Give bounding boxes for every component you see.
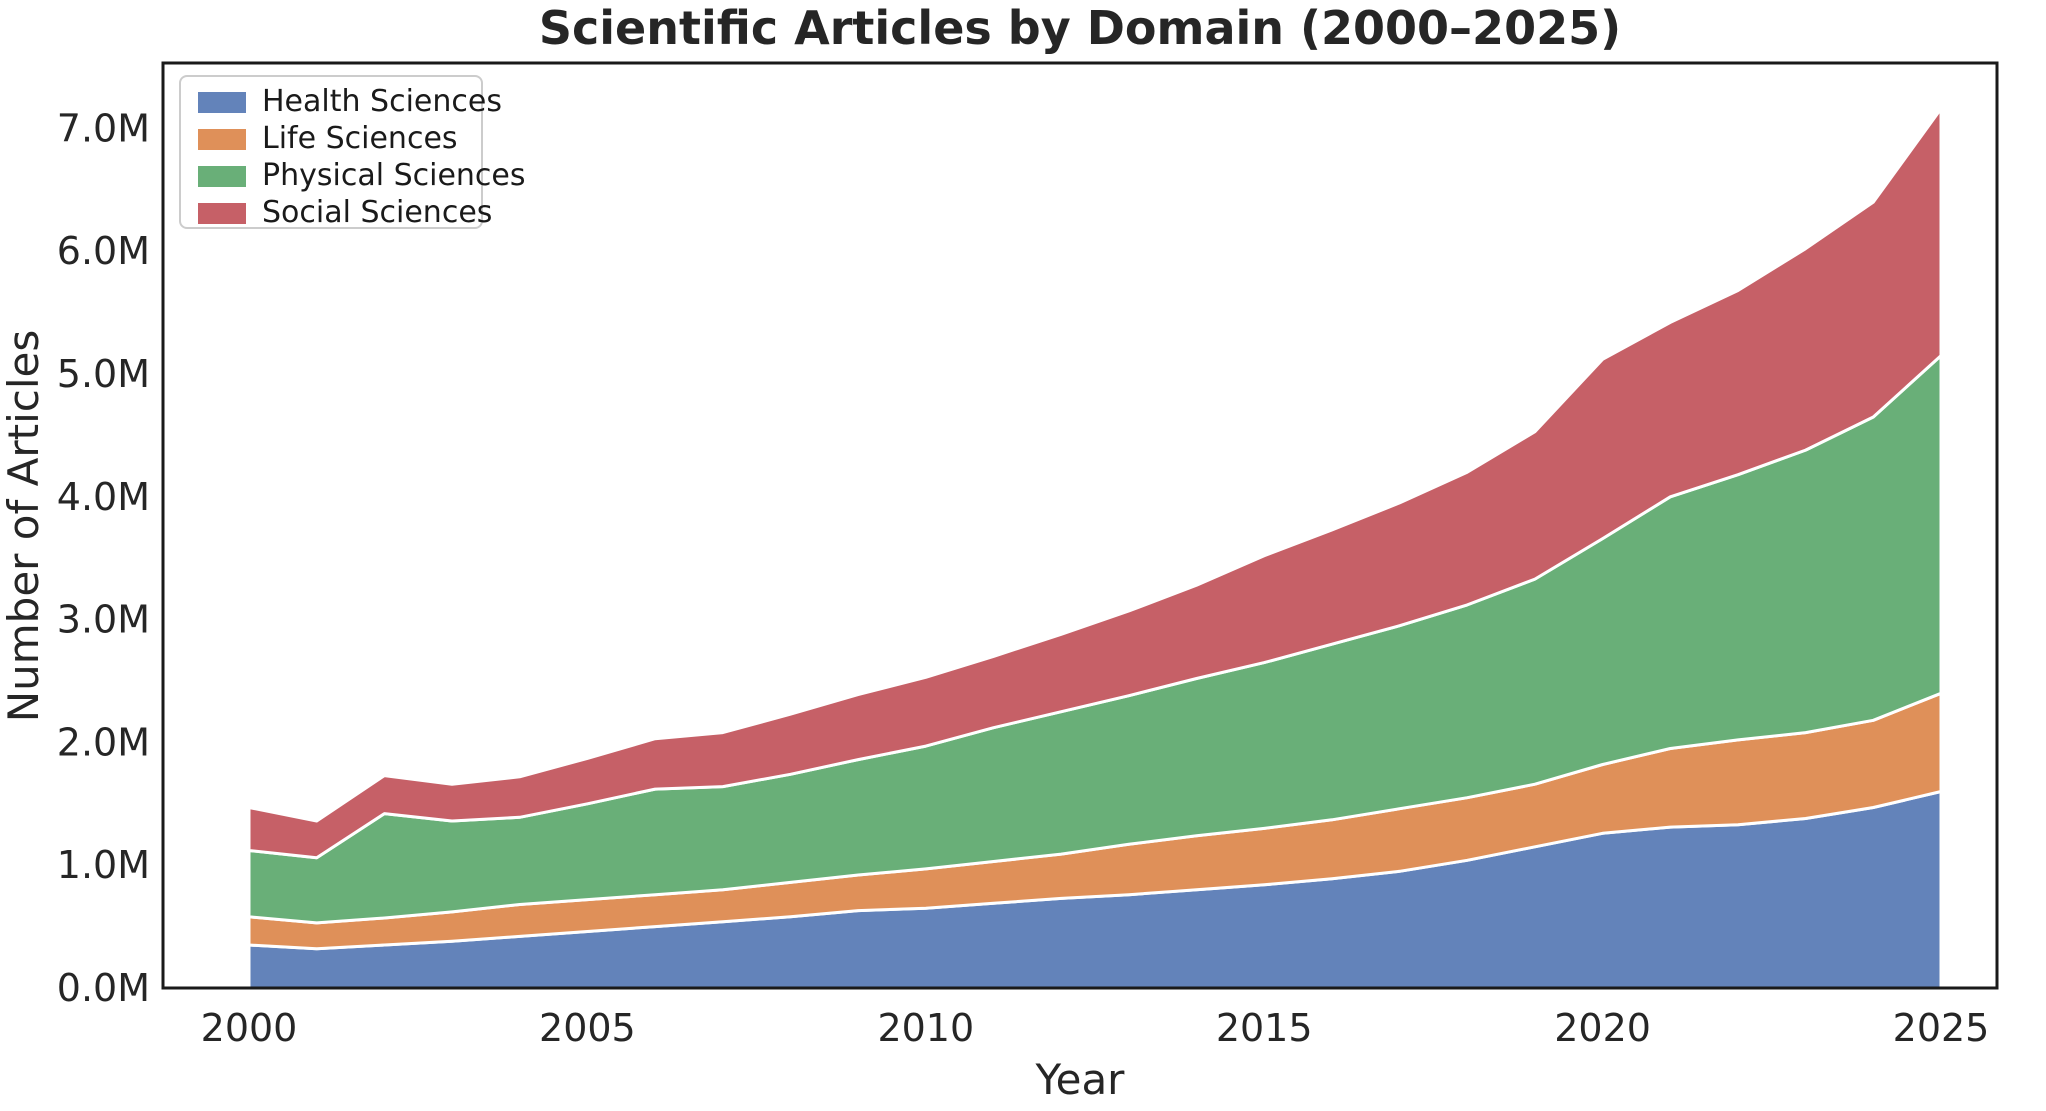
y-tick-label: 4.0M bbox=[57, 475, 150, 519]
x-tick-label: 2025 bbox=[1893, 1006, 1990, 1050]
area-layers bbox=[247, 107, 1943, 990]
legend-swatch-physical-sciences bbox=[198, 166, 246, 187]
x-tick-label: 2020 bbox=[1554, 1006, 1651, 1050]
y-tick-label: 2.0M bbox=[57, 720, 150, 764]
x-tick-label: 2010 bbox=[877, 1006, 974, 1050]
y-tick-label: 6.0M bbox=[57, 229, 150, 273]
y-axis-label: Number of Articles bbox=[0, 330, 48, 723]
y-tick-label: 7.0M bbox=[57, 106, 150, 150]
chart-title: Scientific Articles by Domain (2000–2025… bbox=[539, 1, 1621, 55]
y-tick-label: 0.0M bbox=[57, 966, 150, 1010]
y-axis-tick-labels: 0.0M 1.0M 2.0M 3.0M 4.0M 5.0M 6.0M 7.0M bbox=[57, 106, 150, 1010]
y-tick-label: 5.0M bbox=[57, 352, 150, 396]
y-tick-label: 1.0M bbox=[57, 843, 150, 887]
x-axis-tick-labels: 2000 2005 2010 2015 2020 2025 bbox=[201, 1006, 1990, 1050]
x-tick-label: 2000 bbox=[201, 1006, 298, 1050]
legend-label: Life Sciences bbox=[262, 121, 458, 156]
legend-swatch-life-sciences bbox=[198, 129, 246, 150]
area-social-sciences bbox=[247, 107, 1943, 860]
legend-box bbox=[179, 75, 483, 229]
legend-swatch-social-sciences bbox=[198, 203, 246, 224]
x-tick-label: 2015 bbox=[1216, 1006, 1313, 1050]
x-axis-label: Year bbox=[1035, 1055, 1126, 1104]
y-tick-label: 3.0M bbox=[57, 598, 150, 642]
legend-label: Health Sciences bbox=[262, 84, 502, 119]
legend-label: Physical Sciences bbox=[262, 158, 526, 193]
legend-label: Social Sciences bbox=[262, 195, 492, 230]
plot-border bbox=[161, 61, 1999, 990]
legend-swatch-health-sciences bbox=[198, 92, 246, 113]
x-tick-label: 2005 bbox=[539, 1006, 636, 1050]
